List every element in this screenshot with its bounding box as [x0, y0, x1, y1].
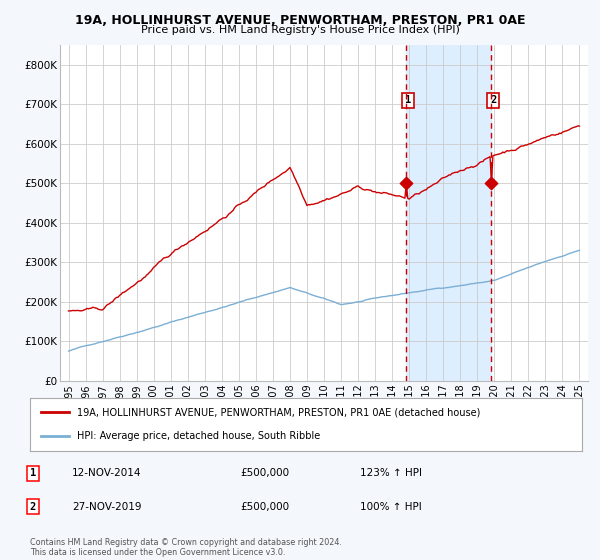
Point: [487, 179, 496, 188]
Text: 1: 1: [405, 95, 411, 105]
Text: £500,000: £500,000: [240, 502, 289, 512]
Text: 100% ↑ HPI: 100% ↑ HPI: [360, 502, 422, 512]
Text: Price paid vs. HM Land Registry's House Price Index (HPI): Price paid vs. HM Land Registry's House …: [140, 25, 460, 35]
Text: 12-NOV-2014: 12-NOV-2014: [72, 468, 142, 478]
Text: 2: 2: [30, 502, 36, 512]
Point: [401, 179, 411, 188]
Text: 2: 2: [490, 95, 496, 105]
Text: HPI: Average price, detached house, South Ribble: HPI: Average price, detached house, Sout…: [77, 431, 320, 441]
Text: 19A, HOLLINHURST AVENUE, PENWORTHAM, PRESTON, PR1 0AE: 19A, HOLLINHURST AVENUE, PENWORTHAM, PRE…: [75, 14, 525, 27]
Text: 19A, HOLLINHURST AVENUE, PENWORTHAM, PRESTON, PR1 0AE (detached house): 19A, HOLLINHURST AVENUE, PENWORTHAM, PRE…: [77, 408, 480, 418]
Text: Contains HM Land Registry data © Crown copyright and database right 2024.
This d: Contains HM Land Registry data © Crown c…: [30, 538, 342, 557]
Text: 123% ↑ HPI: 123% ↑ HPI: [360, 468, 422, 478]
Bar: [406, 45, 491, 381]
Text: £500,000: £500,000: [240, 468, 289, 478]
Text: 27-NOV-2019: 27-NOV-2019: [72, 502, 142, 512]
Text: 1: 1: [30, 468, 36, 478]
